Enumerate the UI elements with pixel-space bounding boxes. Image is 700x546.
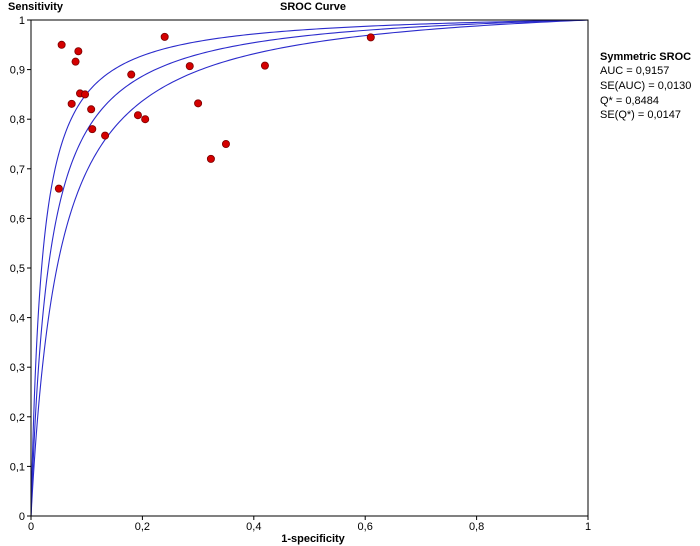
data-point [221, 139, 230, 148]
x-axis-label: 1-specificity [281, 533, 345, 545]
data-point [185, 62, 194, 71]
plot-frame [30, 19, 589, 517]
x-tick-label: 0,4 [246, 521, 261, 533]
y-tick-label: 0,6 [10, 213, 25, 225]
sroc-curves [30, 19, 589, 517]
legend-q-star: Q* = 0,8484 [600, 95, 659, 107]
data-point [133, 111, 142, 120]
x-tick-label: 1 [585, 521, 591, 533]
y-axis-label: Sensitivity [8, 1, 64, 13]
y-tick-label: 0,3 [10, 362, 25, 374]
y-tick-label: 0,4 [10, 313, 25, 325]
data-point [88, 125, 97, 134]
data-point [87, 105, 96, 114]
sroc-curve-1 [30, 19, 589, 517]
data-point [54, 184, 63, 193]
data-point [71, 57, 80, 66]
legend-heading: Symmetric SROC [600, 51, 691, 63]
y-tick-label: 0,8 [10, 114, 25, 126]
y-tick-label: 0,1 [10, 461, 25, 473]
y-tick-label: 0,5 [10, 263, 25, 275]
data-point [141, 115, 150, 124]
chart-title: SROC Curve [280, 1, 346, 13]
legend-auc: AUC = 0,9157 [600, 65, 669, 77]
y-tick-label: 0,9 [10, 65, 25, 77]
y-tick-label: 1 [19, 15, 25, 27]
sroc-curve-0 [30, 19, 589, 517]
axis-ticks: 0 0,2 0,4 0,6 0,8 1 0 0,1 0,2 0,3 0,4 0,5 0,6 0,7 0,8 0… [10, 15, 591, 533]
x-tick-label: 0,8 [469, 521, 484, 533]
x-tick-label: 0,2 [135, 521, 150, 533]
data-point [366, 33, 375, 42]
data-point [57, 40, 66, 49]
legend-se-auc: SE(AUC) = 0,0130 [600, 80, 691, 92]
legend-se-q-star: SE(Q*) = 0,0147 [600, 109, 681, 121]
data-point [101, 131, 110, 140]
sroc-curve-2 [30, 19, 589, 516]
data-point [127, 70, 136, 79]
x-tick-label: 0,6 [358, 521, 373, 533]
legend: Symmetric SROC AUC = 0,9157 SE(AUC) = 0,… [600, 51, 691, 121]
y-tick-label: 0,2 [10, 412, 25, 424]
y-tick-label: 0,7 [10, 164, 25, 176]
x-tick-label: 0 [28, 521, 34, 533]
y-tick-label: 0 [19, 511, 25, 523]
data-point [194, 99, 203, 108]
data-points [54, 32, 375, 193]
data-point [260, 61, 269, 70]
data-point [81, 90, 90, 99]
data-point [206, 154, 215, 163]
data-point [160, 32, 169, 41]
data-point [74, 47, 83, 56]
data-point [67, 99, 76, 108]
